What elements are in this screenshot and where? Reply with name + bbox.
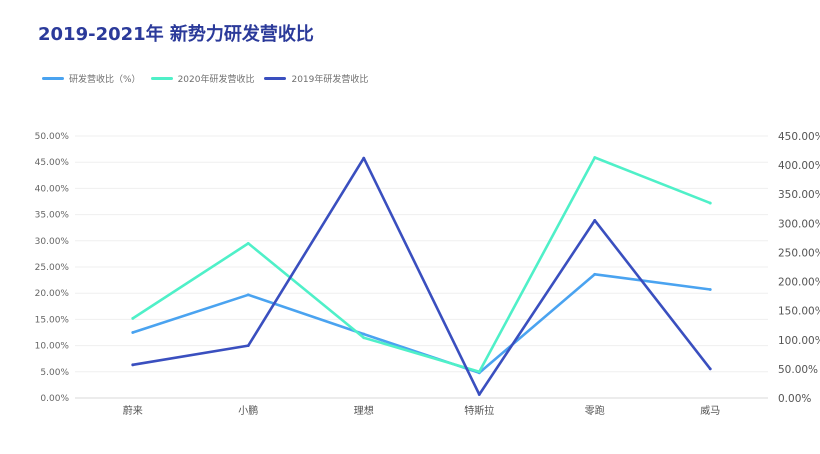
data-point-series-1 [362, 332, 366, 336]
x-tick-label: 特斯拉 [464, 404, 494, 417]
legend-label-series-1: 研发营收比（%） [69, 75, 141, 85]
legend-swatch-series-1 [42, 77, 64, 80]
data-point-series-2 [246, 242, 250, 245]
legend-swatch-series-2 [150, 77, 173, 80]
data-point-series-3 [362, 156, 366, 160]
y-right-tick-label: 200.00% [778, 277, 820, 289]
data-point-series-3 [131, 363, 135, 367]
legend-swatch-series-3 [264, 77, 287, 80]
y-right-tick-label: 400.00% [778, 160, 820, 172]
y-right-tick-label: 350.00% [778, 189, 820, 201]
data-point-series-2 [708, 201, 712, 205]
legend-item-series-2[interactable]: 2020年研发营收比 [150, 72, 255, 85]
y-right-tick-label: 100.00% [778, 335, 820, 347]
y-left-tick-label: 40.00% [35, 184, 70, 194]
y-left-tick-label: 45.00% [35, 158, 70, 168]
y-left-tick-label: 15.00% [35, 315, 70, 325]
chart-legend: 研发营收比（%） 2020年研发营收比 2019年研发营收比 [42, 72, 368, 85]
data-point-series-3 [477, 393, 481, 396]
series-line-1 [131, 272, 712, 375]
x-tick-label: 零跑 [585, 404, 605, 417]
data-point-series-1 [593, 272, 597, 276]
series-line-2 [131, 156, 712, 374]
data-point-series-1 [131, 331, 135, 334]
y-left-tick-label: 20.00% [35, 289, 70, 299]
data-point-series-1 [246, 293, 250, 297]
y-left-tick-label: 50.00% [35, 132, 70, 142]
legend-item-series-3[interactable]: 2019年研发营收比 [264, 72, 368, 85]
y-right-tick-label: 0.00% [778, 393, 811, 405]
data-point-series-3 [708, 367, 712, 371]
x-tick-label: 蔚来 [123, 405, 143, 417]
y-left-tick-label: 30.00% [35, 237, 70, 247]
y-left-tick-label: 25.00% [35, 263, 70, 273]
y-left-tick-label: 35.00% [35, 211, 70, 221]
data-point-series-3 [593, 219, 597, 222]
legend-label-series-2: 2020年研发营收比 [177, 75, 255, 85]
legend-item-series-1[interactable]: 研发营收比（%） [42, 72, 141, 85]
x-tick-label: 理想 [354, 404, 374, 417]
data-point-series-2 [593, 156, 597, 159]
chart-title: 2019-2021年 新势力研发营收比 [38, 24, 314, 45]
legend-label-series-3: 2019年研发营收比 [291, 75, 369, 85]
y-left-tick-label: 10.00% [35, 342, 70, 352]
x-tick-label: 威马 [700, 404, 720, 417]
series-line-3 [131, 156, 712, 396]
y-left-tick-label: 0.00% [40, 394, 69, 404]
data-point-series-3 [246, 344, 250, 347]
y-left-tick-label: 5.00% [40, 368, 69, 378]
data-point-series-1 [708, 288, 712, 291]
data-point-series-2 [131, 316, 135, 320]
y-right-tick-label: 150.00% [778, 306, 820, 318]
y-right-tick-label: 300.00% [778, 218, 820, 230]
data-point-series-2 [362, 336, 366, 340]
y-right-tick-label: 50.00% [778, 364, 818, 376]
y-right-tick-label: 450.00% [778, 131, 820, 143]
x-tick-label: 小鹏 [238, 404, 258, 417]
y-right-tick-label: 250.00% [778, 247, 820, 259]
data-point-series-2 [477, 370, 481, 374]
